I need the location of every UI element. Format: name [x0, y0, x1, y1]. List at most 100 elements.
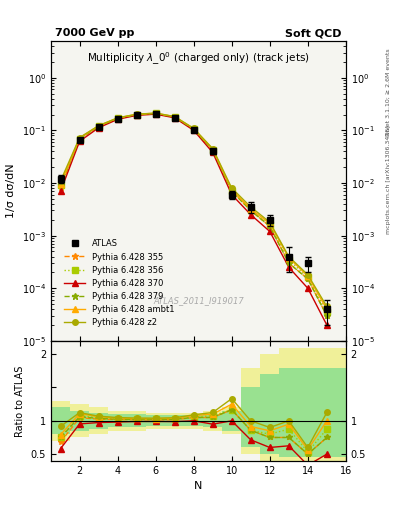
Text: Soft QCD: Soft QCD: [285, 28, 342, 38]
Pythia 6.428 z2: [305, 272, 310, 278]
Pythia 6.428 ambt1: [153, 110, 158, 116]
Pythia 6.428 ambt1: [230, 186, 234, 193]
Pythia 6.428 z2: [96, 122, 101, 129]
Pythia 6.428 z2: [173, 114, 177, 120]
Pythia 6.428 ambt1: [115, 115, 120, 121]
Pythia 6.428 379: [115, 115, 120, 121]
Pythia 6.428 370: [96, 125, 101, 131]
Pythia 6.428 355: [230, 188, 234, 194]
Pythia 6.428 356: [173, 114, 177, 120]
Pythia 6.428 356: [286, 257, 291, 263]
Pythia 6.428 z2: [248, 204, 253, 210]
Pythia 6.428 z2: [267, 219, 272, 225]
Pythia 6.428 355: [191, 126, 196, 132]
Pythia 6.428 356: [210, 146, 215, 153]
Pythia 6.428 379: [134, 112, 139, 118]
Pythia 6.428 355: [248, 207, 253, 214]
Pythia 6.428 355: [173, 114, 177, 120]
Pythia 6.428 ambt1: [191, 125, 196, 132]
Pythia 6.428 379: [153, 111, 158, 117]
Pythia 6.428 356: [305, 274, 310, 281]
Y-axis label: 1/σ dσ/dN: 1/σ dσ/dN: [6, 164, 17, 218]
Pythia 6.428 ambt1: [77, 135, 82, 141]
Pythia 6.428 356: [115, 115, 120, 121]
Pythia 6.428 356: [96, 123, 101, 129]
Pythia 6.428 379: [96, 123, 101, 130]
Pythia 6.428 356: [77, 136, 82, 142]
Pythia 6.428 355: [210, 147, 215, 153]
Pythia 6.428 379: [230, 188, 234, 194]
Text: Multiplicity $\lambda\_0^0$ (charged only) (track jets): Multiplicity $\lambda\_0^0$ (charged onl…: [87, 50, 310, 67]
Pythia 6.428 379: [267, 223, 272, 229]
Pythia 6.428 ambt1: [248, 206, 253, 212]
Pythia 6.428 370: [248, 211, 253, 218]
Pythia 6.428 355: [115, 115, 120, 121]
Line: Pythia 6.428 355: Pythia 6.428 355: [58, 111, 330, 318]
Pythia 6.428 379: [77, 136, 82, 142]
Pythia 6.428 379: [210, 147, 215, 153]
Pythia 6.428 z2: [134, 111, 139, 117]
Pythia 6.428 370: [305, 285, 310, 291]
Pythia 6.428 370: [286, 264, 291, 270]
Pythia 6.428 z2: [286, 253, 291, 260]
Pythia 6.428 z2: [210, 145, 215, 152]
Pythia 6.428 379: [248, 207, 253, 214]
Pythia 6.428 355: [325, 313, 329, 319]
Pythia 6.428 ambt1: [210, 146, 215, 152]
Pythia 6.428 370: [115, 116, 120, 122]
Pythia 6.428 356: [58, 182, 63, 188]
Pythia 6.428 ambt1: [96, 123, 101, 129]
Pythia 6.428 379: [325, 313, 329, 319]
X-axis label: N: N: [194, 481, 203, 491]
Pythia 6.428 ambt1: [58, 181, 63, 187]
Pythia 6.428 370: [58, 188, 63, 194]
Pythia 6.428 370: [134, 112, 139, 118]
Pythia 6.428 370: [173, 115, 177, 121]
Text: mcplots.cern.ch [arXiv:1306.3436]: mcplots.cern.ch [arXiv:1306.3436]: [386, 125, 391, 233]
Pythia 6.428 ambt1: [325, 306, 329, 312]
Pythia 6.428 z2: [153, 110, 158, 116]
Pythia 6.428 370: [325, 322, 329, 328]
Legend: ATLAS, Pythia 6.428 355, Pythia 6.428 356, Pythia 6.428 370, Pythia 6.428 379, P: ATLAS, Pythia 6.428 355, Pythia 6.428 35…: [61, 236, 178, 331]
Pythia 6.428 z2: [115, 115, 120, 121]
Pythia 6.428 355: [96, 123, 101, 130]
Pythia 6.428 370: [191, 127, 196, 134]
Pythia 6.428 355: [134, 112, 139, 118]
Pythia 6.428 356: [134, 112, 139, 118]
Pythia 6.428 ambt1: [173, 114, 177, 120]
Pythia 6.428 356: [191, 126, 196, 132]
Pythia 6.428 370: [153, 111, 158, 117]
Pythia 6.428 355: [267, 223, 272, 229]
Text: 7000 GeV pp: 7000 GeV pp: [55, 28, 134, 38]
Pythia 6.428 355: [77, 136, 82, 142]
Pythia 6.428 ambt1: [134, 111, 139, 117]
Pythia 6.428 379: [305, 276, 310, 282]
Line: Pythia 6.428 356: Pythia 6.428 356: [58, 111, 330, 315]
Text: ATLAS_2011_I919017: ATLAS_2011_I919017: [153, 296, 244, 305]
Pythia 6.428 355: [153, 111, 158, 117]
Pythia 6.428 z2: [230, 185, 234, 191]
Pythia 6.428 z2: [77, 135, 82, 141]
Pythia 6.428 z2: [325, 304, 329, 310]
Line: Pythia 6.428 ambt1: Pythia 6.428 ambt1: [58, 111, 330, 312]
Pythia 6.428 ambt1: [286, 254, 291, 261]
Pythia 6.428 356: [153, 110, 158, 116]
Pythia 6.428 ambt1: [305, 273, 310, 279]
Pythia 6.428 ambt1: [267, 220, 272, 226]
Pythia 6.428 356: [230, 188, 234, 194]
Pythia 6.428 z2: [58, 178, 63, 184]
Pythia 6.428 370: [230, 191, 234, 198]
Y-axis label: Ratio to ATLAS: Ratio to ATLAS: [15, 365, 25, 437]
Pythia 6.428 356: [248, 207, 253, 214]
Pythia 6.428 379: [191, 126, 196, 132]
Pythia 6.428 379: [58, 182, 63, 188]
Line: Pythia 6.428 z2: Pythia 6.428 z2: [58, 110, 330, 309]
Pythia 6.428 370: [77, 138, 82, 144]
Pythia 6.428 370: [210, 150, 215, 156]
Pythia 6.428 355: [305, 276, 310, 282]
Pythia 6.428 379: [173, 114, 177, 120]
Pythia 6.428 370: [267, 228, 272, 234]
Pythia 6.428 356: [325, 309, 329, 315]
Line: Pythia 6.428 370: Pythia 6.428 370: [58, 112, 330, 328]
Pythia 6.428 355: [58, 184, 63, 190]
